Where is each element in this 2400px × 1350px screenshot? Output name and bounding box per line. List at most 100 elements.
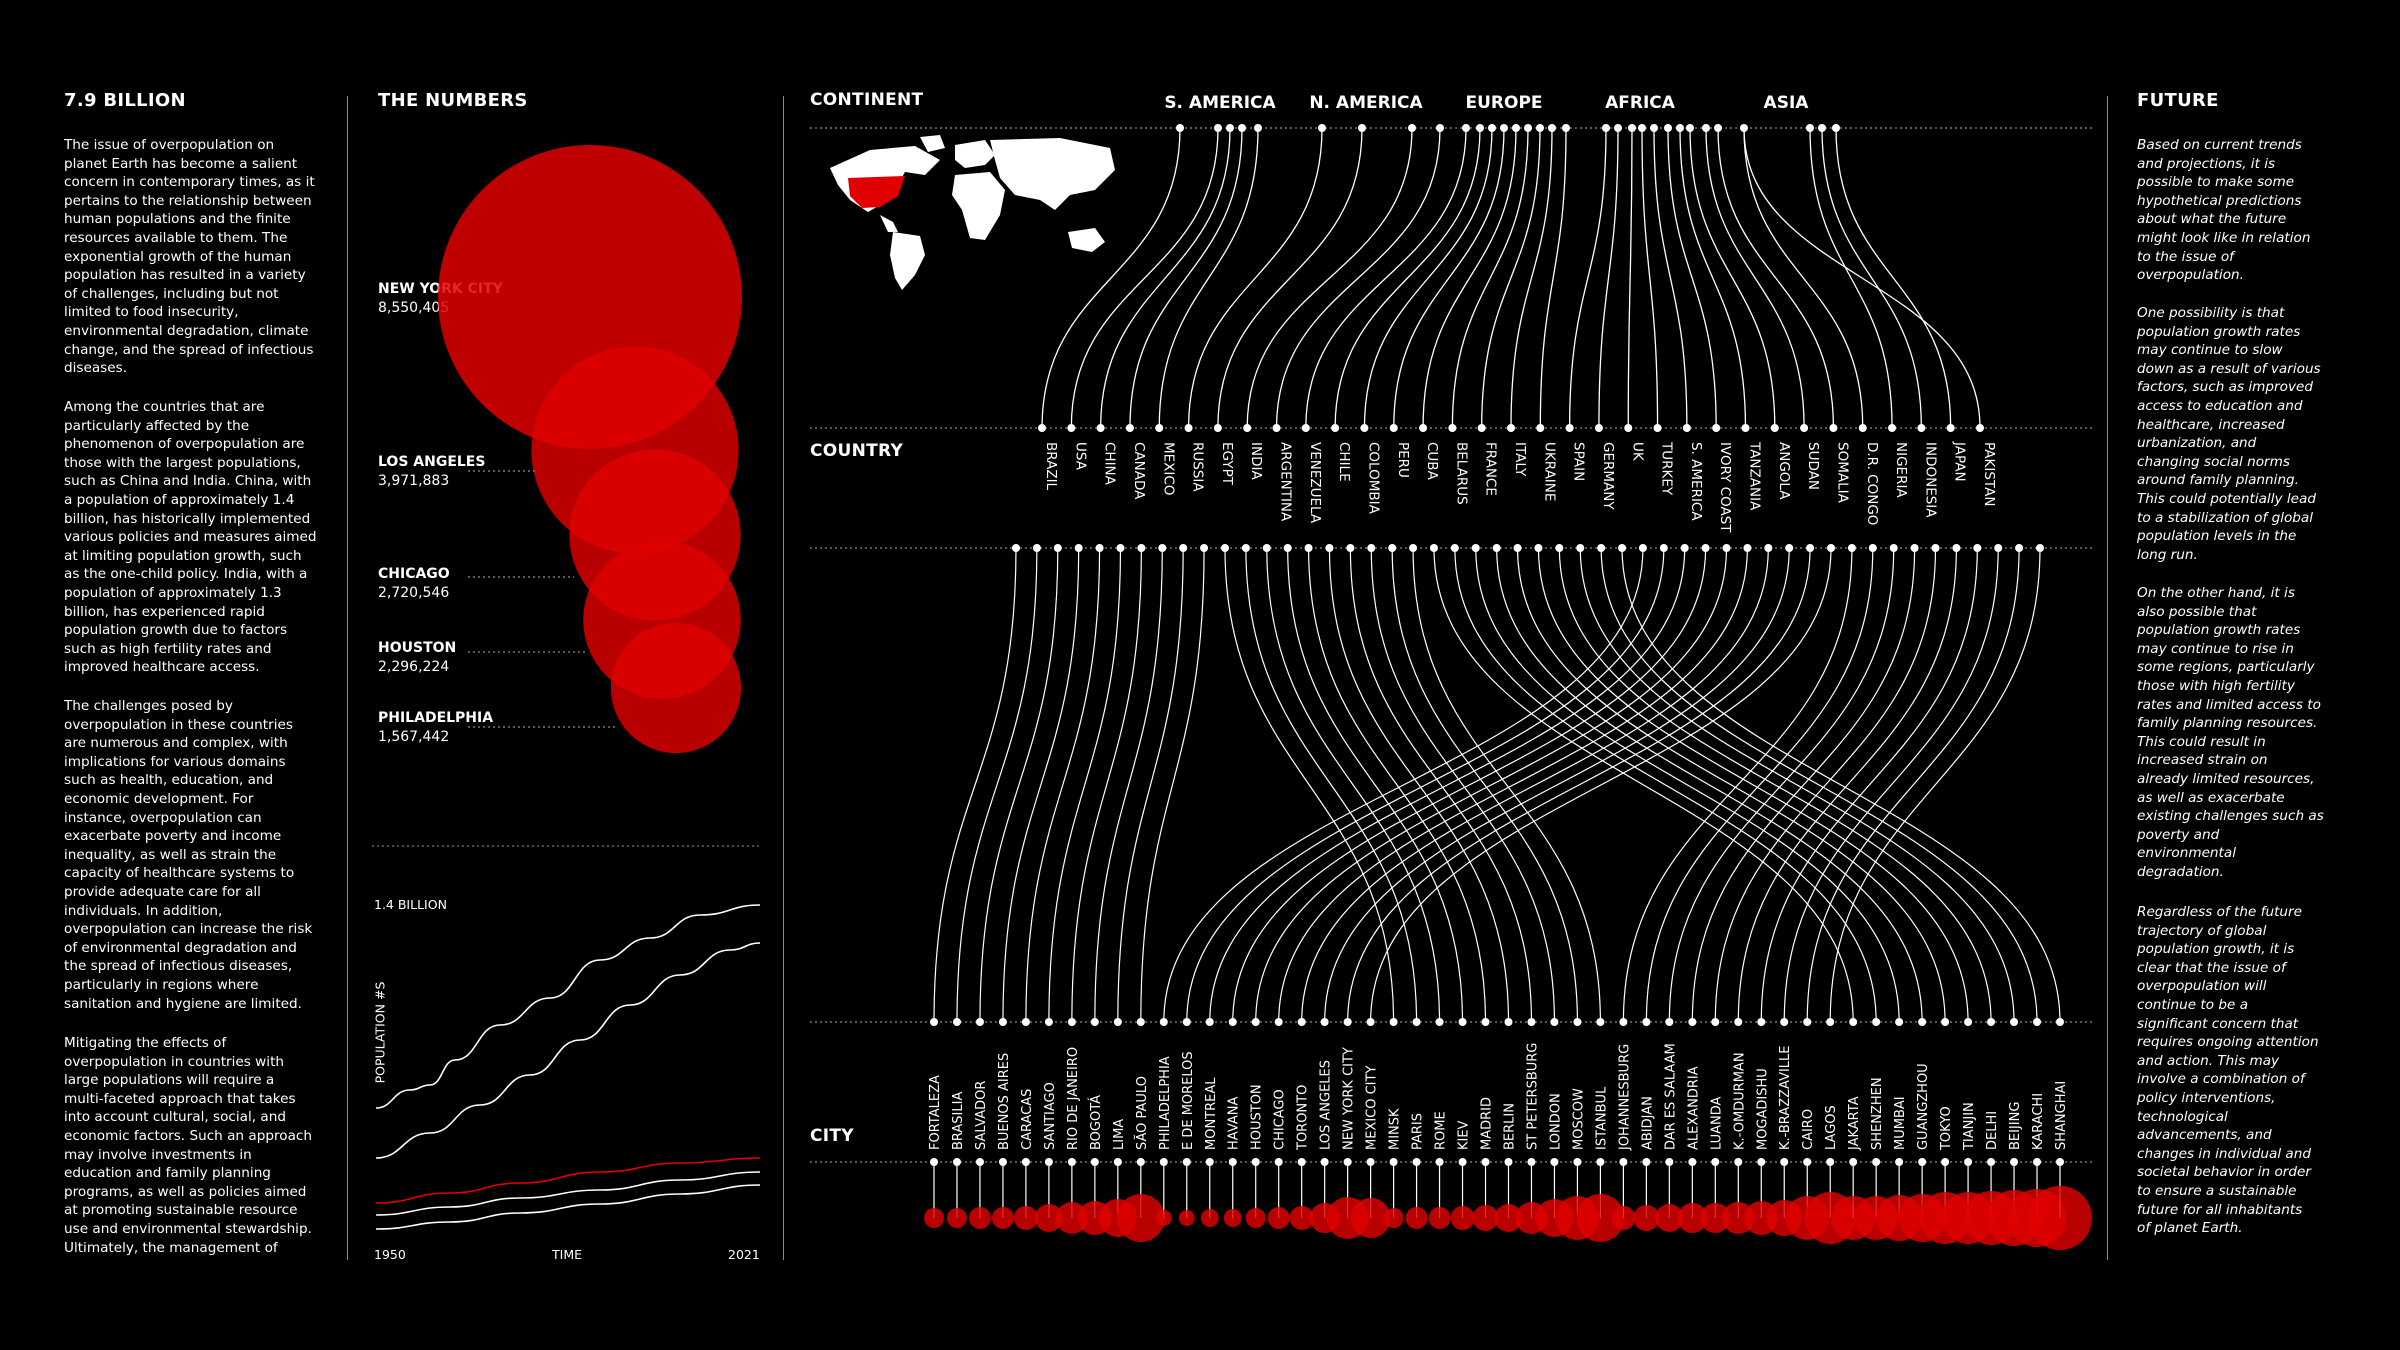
city-link xyxy=(1370,547,1556,1023)
bubble-label-value: 2,296,224 xyxy=(378,659,450,675)
city-population-bubble xyxy=(1034,1204,1063,1232)
city-link xyxy=(1328,547,1510,1023)
column-divider xyxy=(783,96,784,1260)
city-population-bubbles xyxy=(924,1158,2092,1250)
city-label: LOS ANGELES xyxy=(1319,1060,1334,1150)
australia-shape xyxy=(1068,228,1105,252)
city-node-bottom-row xyxy=(1412,1158,1421,1166)
continent-country-link xyxy=(1393,127,1505,429)
population-line xyxy=(375,942,761,1159)
city-link xyxy=(1307,547,1487,1023)
continent-country-link xyxy=(1653,127,1688,429)
city-node-bottom-row xyxy=(1918,1158,1927,1166)
city-link xyxy=(933,547,1017,1023)
city-node-bottom-row xyxy=(1320,1158,1329,1166)
intro-paragraph: Mitigating the effects of overpopulation… xyxy=(64,1035,312,1256)
city-link xyxy=(1622,547,1853,1023)
city-label: K.-OMDURMAN xyxy=(1732,1052,1747,1150)
continent-country-link xyxy=(1481,127,1541,429)
continent-label: AFRICA xyxy=(1605,93,1676,113)
city-label: GUANGZHOU xyxy=(1916,1063,1931,1150)
city-node-bottom-row xyxy=(2056,1158,2064,1166)
city-node-bottom-row xyxy=(1895,1158,1904,1166)
city-label: RIO DE JANEIRO xyxy=(1066,1047,1081,1150)
chart-xlabel: TIME xyxy=(552,1247,583,1262)
city-label: KARACHI xyxy=(2031,1093,2046,1150)
city-label: HAVANA xyxy=(1227,1096,1242,1150)
city-population-bubble xyxy=(1200,1209,1219,1227)
city-population-bubble xyxy=(924,1208,944,1228)
country-label: PAKISTAN xyxy=(1981,442,1997,506)
city-label: HOUSTON xyxy=(1250,1084,1265,1150)
city-population-bubble xyxy=(1116,1194,1165,1242)
city-node-bottom-row xyxy=(1964,1158,1973,1166)
city-node-bottom-row xyxy=(1251,1158,1260,1166)
south-america-shape xyxy=(890,232,925,290)
continent-country-link xyxy=(1305,127,1467,429)
country-label: BRAZIL xyxy=(1043,442,1059,491)
city-node-bottom-row xyxy=(1596,1158,1605,1166)
city-population-bubble xyxy=(1289,1206,1314,1230)
city-node-bottom-row xyxy=(1090,1158,1099,1166)
continent-country-link xyxy=(1689,127,1776,429)
city-label: PHILADELPHIA xyxy=(1158,1056,1173,1150)
city-node-bottom-row xyxy=(1734,1158,1743,1166)
city-link xyxy=(1140,547,1205,1023)
country-label: NIGERIA xyxy=(1893,442,1909,498)
europe-shape xyxy=(955,140,995,168)
continent-country-link xyxy=(1835,127,1952,429)
continent-country-link xyxy=(1510,127,1553,429)
city-link xyxy=(1266,547,1441,1023)
city-label: SHENZHEN xyxy=(1870,1077,1885,1150)
country-label: D.R. CONGO xyxy=(1864,442,1880,525)
city-node-bottom-row xyxy=(1435,1158,1444,1166)
continent-country-link xyxy=(1363,127,1493,429)
intro-paragraph: The challenges posed by overpopulation i… xyxy=(64,698,313,1012)
country-label: VENEZUELA xyxy=(1307,442,1323,524)
continent-country-link xyxy=(1129,127,1243,429)
continent-label: ASIA xyxy=(1764,93,1810,113)
city-link xyxy=(1412,547,1602,1023)
city-link xyxy=(1475,547,1900,1023)
future-paragraph: On the other hand, it is also possible t… xyxy=(2137,585,2324,880)
city-node-bottom-row xyxy=(1550,1158,1559,1166)
city-link xyxy=(1579,547,2015,1023)
country-label: EGYPT xyxy=(1219,442,1235,486)
country-label: TURKEY xyxy=(1659,441,1675,496)
country-label: INDIA xyxy=(1248,442,1264,480)
greenland-shape xyxy=(920,135,945,152)
city-population-bubble xyxy=(1267,1207,1290,1229)
usa-highlight xyxy=(848,176,905,208)
city-population-bubble xyxy=(968,1207,991,1229)
column-divider xyxy=(347,96,348,1260)
city-link xyxy=(1186,547,1665,1023)
bubble-label-value: 1,567,442 xyxy=(378,729,450,745)
city-node-bottom-row xyxy=(2010,1158,2019,1166)
population-line-chart xyxy=(372,845,761,1230)
city-node-bottom-row xyxy=(1941,1158,1950,1166)
city-population-bubble xyxy=(1494,1204,1523,1232)
continent-country-link xyxy=(1598,127,1619,429)
city-label: BRASILIA xyxy=(951,1092,966,1150)
city-node-bottom-row xyxy=(2033,1158,2042,1166)
country-label: UK xyxy=(1629,442,1645,462)
city-population-bubble xyxy=(1472,1205,1499,1231)
city-label: MOGADISHU xyxy=(1755,1068,1770,1150)
city-node-bottom-row xyxy=(1389,1158,1398,1166)
population-line xyxy=(375,1184,761,1230)
continent-country-link xyxy=(1334,127,1481,429)
chart-x-start: 1950 xyxy=(374,1247,406,1262)
city-label: NEW YORK CITY xyxy=(1342,1047,1357,1150)
city-label: SHANGHAI xyxy=(2054,1081,2069,1150)
city-population-bubble xyxy=(1178,1210,1195,1226)
city-label: E DE MORELOS xyxy=(1181,1051,1196,1150)
city-label: MOSCOW xyxy=(1571,1088,1586,1150)
city-link xyxy=(1071,547,1142,1023)
city-node-bottom-row xyxy=(1159,1158,1168,1166)
city-link xyxy=(956,547,1038,1023)
continent-country-link xyxy=(1627,127,1633,429)
intro-title: 7.9 BILLION xyxy=(64,90,186,111)
continent-label: N. AMERICA xyxy=(1309,93,1423,113)
city-label: BERLIN xyxy=(1502,1103,1517,1150)
